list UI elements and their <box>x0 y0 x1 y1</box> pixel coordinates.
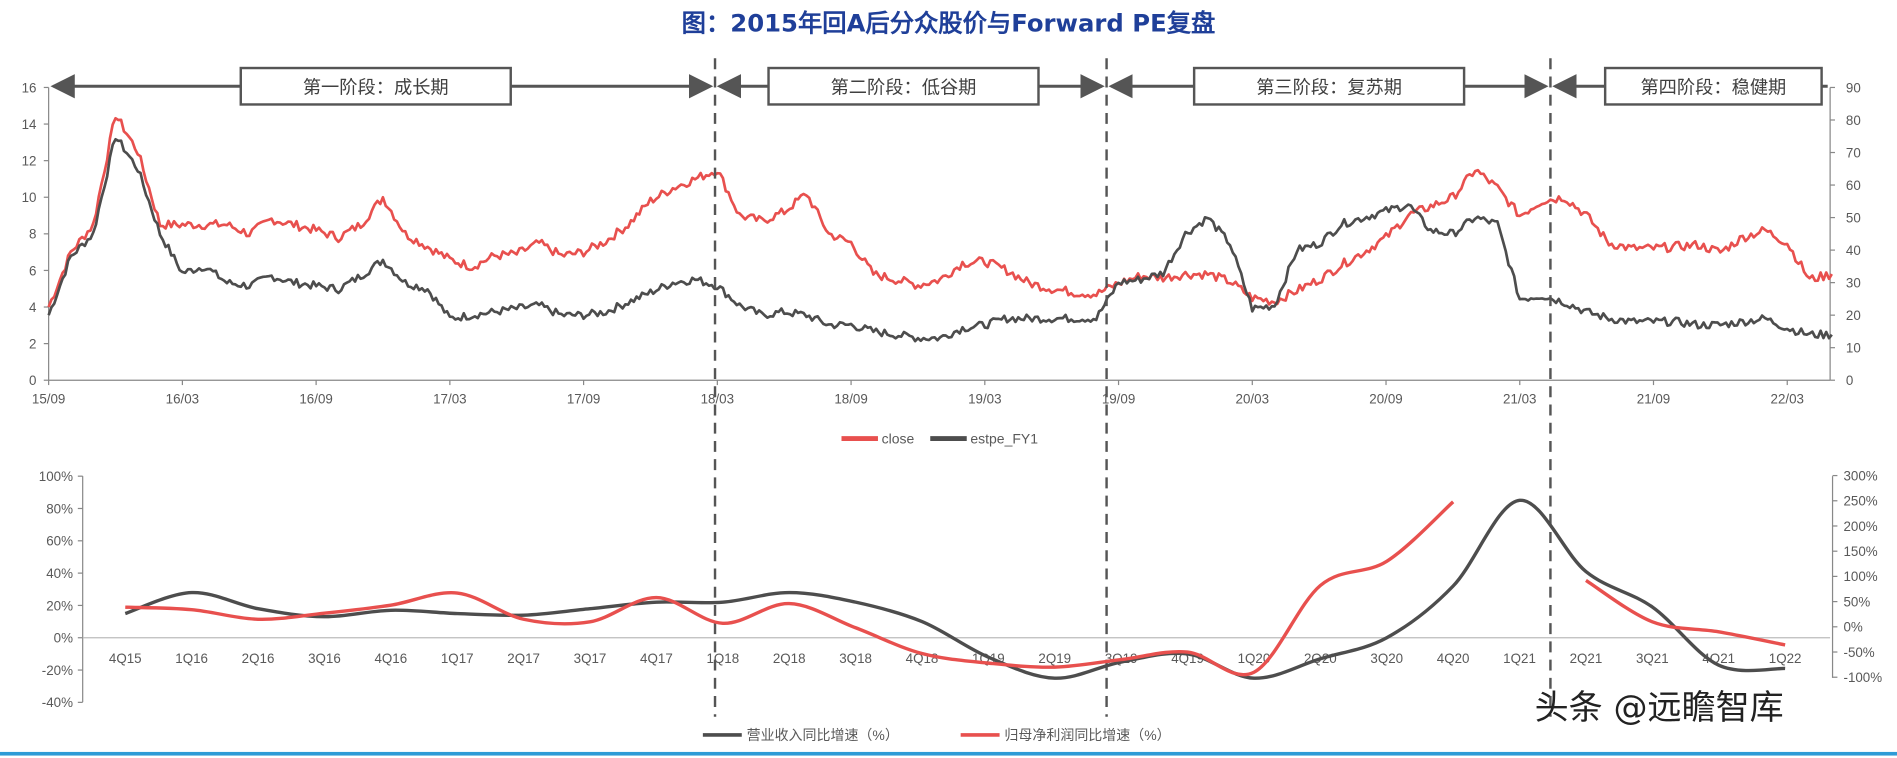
left-tick-label: -20% <box>42 663 73 678</box>
x-tick-label: 18/09 <box>834 391 867 406</box>
watermark: 头条 @远瞻智库 <box>1535 688 1784 728</box>
category-label: 4Q16 <box>374 651 407 666</box>
right-tick-label: 90 <box>1846 80 1861 95</box>
category-label: 2Q17 <box>507 651 540 666</box>
right-tick-label: 300% <box>1843 468 1877 483</box>
category-label: 4Q17 <box>640 651 673 666</box>
left-tick-label: 2 <box>29 336 36 351</box>
right-tick-label: 150% <box>1843 544 1877 559</box>
category-label: 3Q18 <box>839 651 872 666</box>
phase-3-label: 第三阶段：复苏期 <box>1256 78 1402 99</box>
x-tick-label: 20/09 <box>1369 391 1402 406</box>
x-tick-label: 17/09 <box>567 391 600 406</box>
top-legend: close estpe_FY1 <box>841 430 1038 446</box>
left-tick-label: 0% <box>54 631 73 646</box>
left-tick-label: 8 <box>29 227 36 242</box>
category-label: 3Q20 <box>1370 651 1403 666</box>
category-label: 2Q18 <box>773 651 806 666</box>
right-tick-label: -50% <box>1843 645 1874 660</box>
category-label: 2Q21 <box>1570 651 1603 666</box>
left-tick-label: 12 <box>22 154 37 169</box>
left-tick-label: -40% <box>42 695 73 710</box>
legend-label-revenue: 营业收入同比增速（%） <box>747 727 899 743</box>
x-tick-label: 20/03 <box>1236 391 1269 406</box>
left-tick-label: 6 <box>29 263 36 278</box>
phase-2-label: 第二阶段：低谷期 <box>831 78 977 99</box>
left-tick-label: 16 <box>22 80 37 95</box>
left-tick-label: 4 <box>29 300 37 315</box>
series-line-revenue-growth <box>124 498 1786 680</box>
left-tick-label: 80% <box>46 501 73 516</box>
right-tick-label: 50 <box>1846 210 1861 225</box>
category-label: 4Q15 <box>109 651 142 666</box>
phase-1-box <box>239 66 512 106</box>
x-tick-label: 17/03 <box>433 391 466 406</box>
legend-label-estpe: estpe_FY1 <box>970 430 1038 446</box>
right-tick-label: 20 <box>1846 308 1861 323</box>
series-line-close <box>47 116 1833 308</box>
legend-label-close: close <box>882 430 915 446</box>
series-line-estpe_FY1 <box>47 137 1833 343</box>
right-tick-label: 80 <box>1846 113 1861 128</box>
left-tick-label: 14 <box>22 117 37 132</box>
right-tick-label: 200% <box>1843 519 1877 534</box>
bottom-chart-axes <box>82 476 1834 703</box>
left-tick-label: 40% <box>46 566 73 581</box>
category-label: 1Q20 <box>1238 651 1271 666</box>
category-label: 2Q19 <box>1038 651 1071 666</box>
left-tick-label: 60% <box>46 534 73 549</box>
right-tick-label: 10 <box>1846 341 1861 356</box>
right-tick-label: 0% <box>1843 620 1862 635</box>
category-label: 1Q22 <box>1769 651 1802 666</box>
chart-title: 图：2015年回A后分众股价与Forward PE复盘 <box>682 9 1216 38</box>
right-tick-label: 100% <box>1843 569 1877 584</box>
x-tick-label: 19/03 <box>968 391 1001 406</box>
left-tick-label: 10 <box>22 190 37 205</box>
bottom-rule <box>0 751 1897 756</box>
category-label: 3Q16 <box>308 651 341 666</box>
right-tick-label: 50% <box>1843 594 1870 609</box>
x-tick-label: 18/03 <box>701 391 734 406</box>
series-line-profit-growth <box>1585 578 1786 647</box>
right-tick-label: 40 <box>1846 243 1861 258</box>
series-line-profit-growth <box>125 500 1455 677</box>
right-tick-label: 0 <box>1846 373 1853 388</box>
category-label: 2Q16 <box>242 651 275 666</box>
right-tick-label: 70 <box>1846 145 1861 160</box>
left-tick-label: 0 <box>29 373 36 388</box>
category-label: 4Q20 <box>1437 651 1470 666</box>
category-label: 1Q16 <box>175 651 208 666</box>
x-tick-label: 19/09 <box>1102 391 1135 406</box>
legend-label-profit: 归母净利润同比增速（%） <box>1004 727 1170 743</box>
right-tick-label: 30 <box>1846 275 1861 290</box>
right-tick-label: 60 <box>1846 178 1861 193</box>
x-tick-label: 16/09 <box>299 391 332 406</box>
category-label: 3Q17 <box>574 651 607 666</box>
category-label: 1Q21 <box>1503 651 1536 666</box>
x-tick-label: 16/03 <box>166 391 199 406</box>
x-tick-label: 21/03 <box>1503 391 1536 406</box>
x-tick-label: 15/09 <box>32 391 65 406</box>
phase-2-box <box>767 66 1040 106</box>
bottom-legend: 营业收入同比增速（%） 归母净利润同比增速（%） <box>702 727 1171 743</box>
category-label: 1Q17 <box>441 651 474 666</box>
left-tick-label: 20% <box>46 598 73 613</box>
right-tick-label: -100% <box>1843 670 1882 685</box>
x-tick-label: 21/09 <box>1637 391 1670 406</box>
category-label: 1Q18 <box>706 651 739 666</box>
category-label: 3Q21 <box>1636 651 1669 666</box>
phase-4-label: 第四阶段：稳健期 <box>1640 78 1786 99</box>
phase-1-label: 第一阶段：成长期 <box>303 78 449 99</box>
x-tick-label: 22/03 <box>1771 391 1804 406</box>
phase-3-box <box>1192 66 1466 106</box>
left-tick-label: 100% <box>39 469 73 484</box>
right-tick-label: 250% <box>1843 494 1877 509</box>
phase-4-box <box>1603 66 1823 106</box>
